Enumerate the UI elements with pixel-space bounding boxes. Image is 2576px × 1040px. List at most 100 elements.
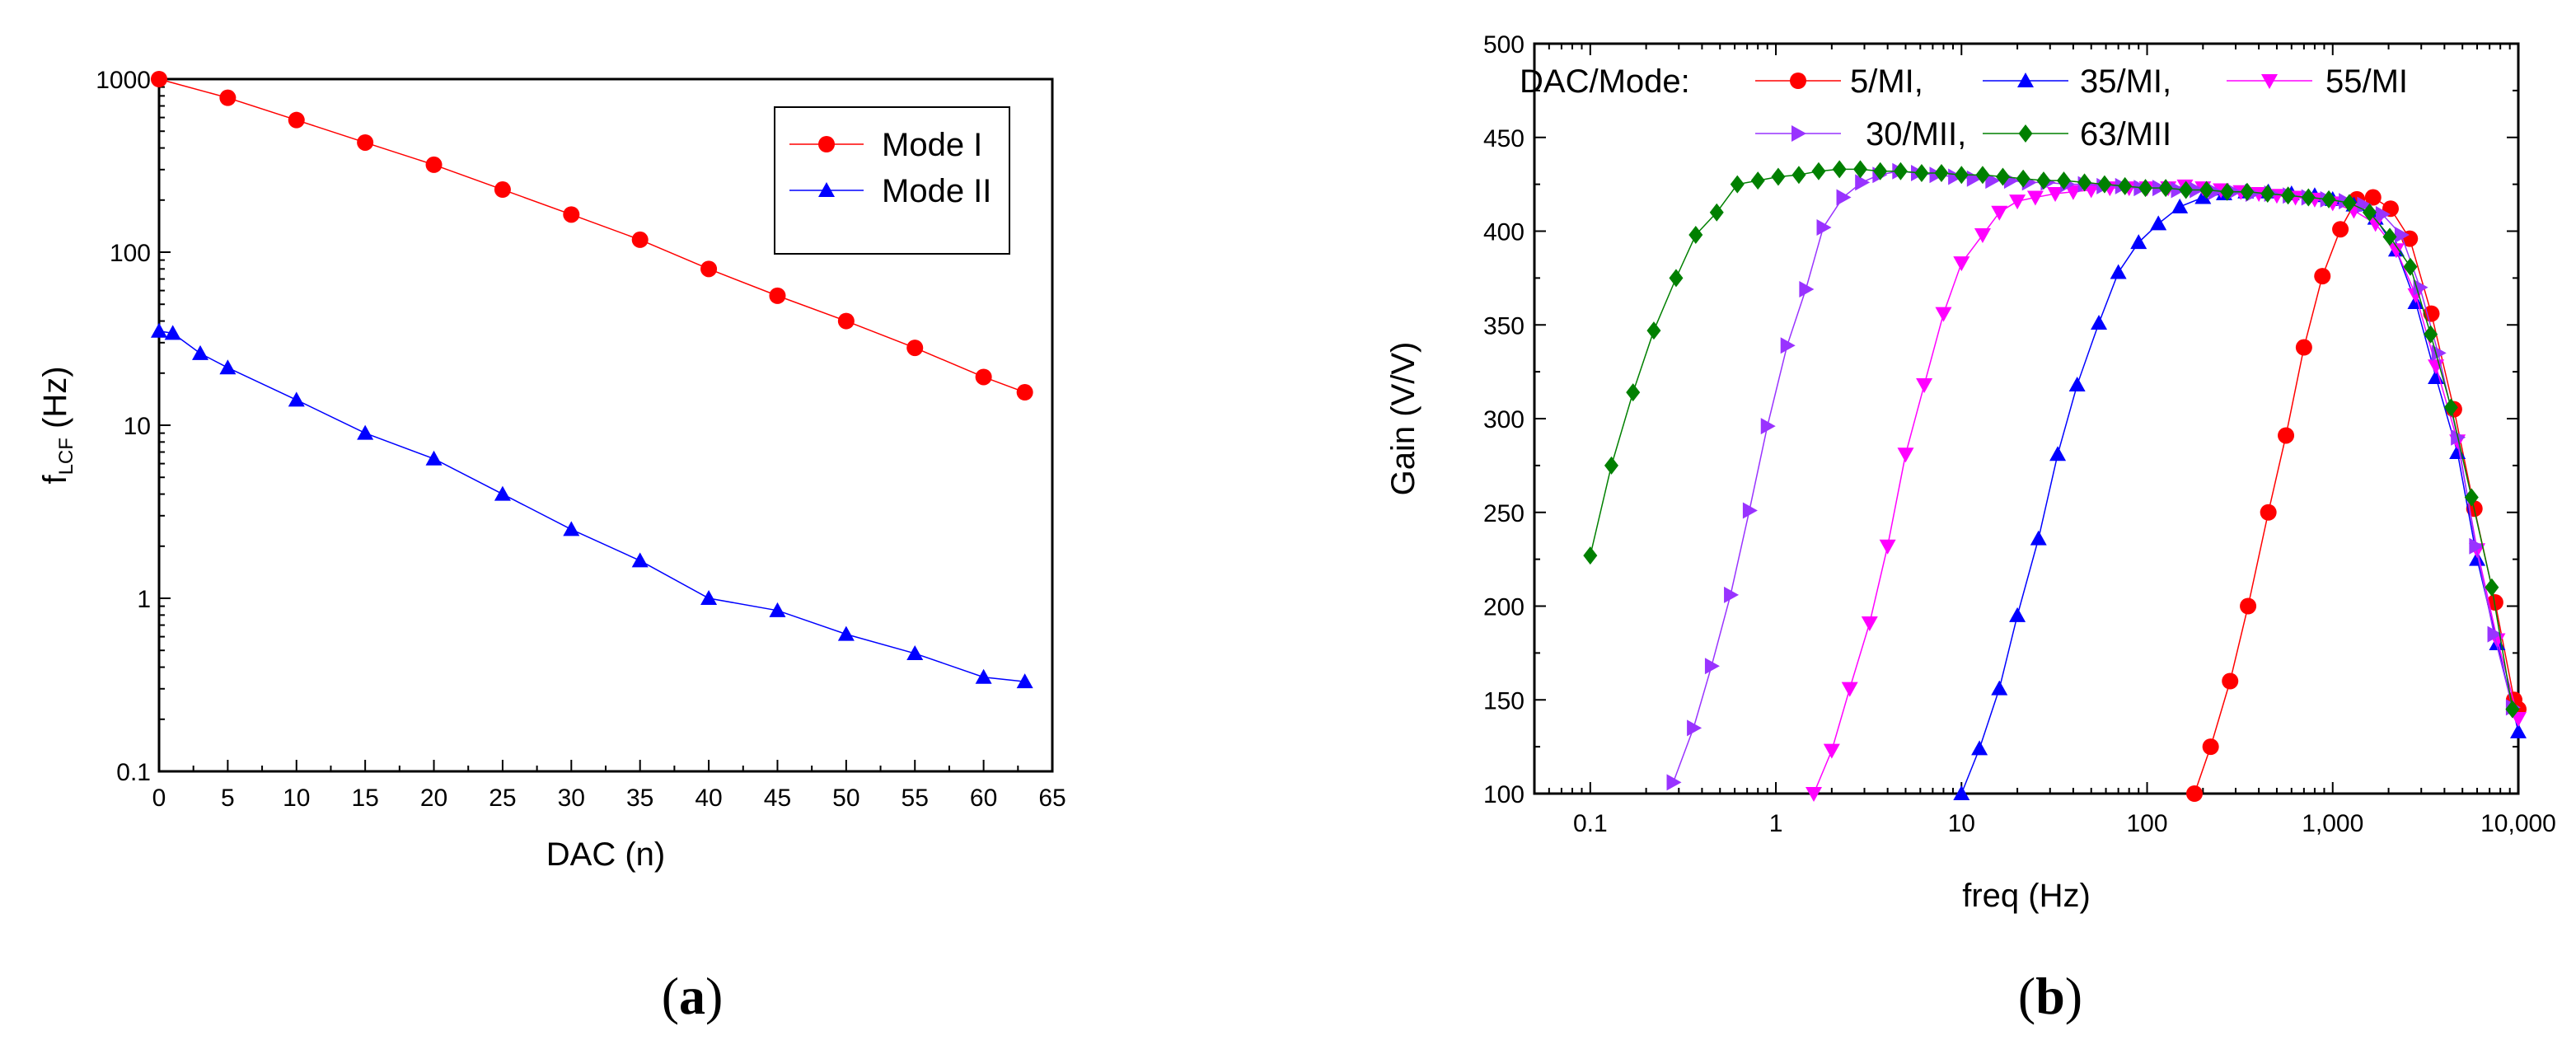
chart-b-plot-frame bbox=[1533, 42, 2520, 795]
chart-b-point-5 bbox=[2281, 186, 2296, 205]
chart-a-point-2 bbox=[192, 344, 209, 360]
chart-a-x-axis-label: DAC (n) bbox=[546, 836, 665, 873]
chart-b-point-4 bbox=[2171, 181, 2186, 199]
chart-a-y-tick-label: 1 bbox=[137, 586, 151, 613]
chart-a-y-axis-label: fLCF (Hz) bbox=[37, 366, 77, 484]
caption-b-open: ( bbox=[2018, 967, 2035, 1025]
chart-a-point-2 bbox=[837, 625, 855, 641]
chart-a-y-tick-label: 10 bbox=[124, 413, 151, 440]
chart-a-point-1 bbox=[700, 260, 718, 278]
chart-b-legend-marker bbox=[1790, 73, 1806, 89]
chart-b-point-2 bbox=[2510, 723, 2527, 738]
chart-b-point-5 bbox=[1791, 166, 1806, 185]
chart-b-legend-label: 35/MI, bbox=[2080, 63, 2171, 100]
chart-b-point-2 bbox=[2068, 377, 2086, 392]
chart-b-point-3 bbox=[2047, 187, 2064, 202]
chart-b-point-5 bbox=[1646, 321, 1661, 340]
chart-a: 0 5 10 15 20 25 30 35 40 45 50 55 60 650.11101001000 … bbox=[37, 67, 1066, 1025]
caption-a-letter: a bbox=[679, 967, 705, 1025]
chart-a-point-1 bbox=[975, 368, 992, 386]
chart-b-y-tick-label: 400 bbox=[1483, 219, 1525, 246]
chart-b-point-3 bbox=[1953, 256, 1970, 272]
chart-a-point-2 bbox=[357, 424, 374, 440]
caption-b-letter: b bbox=[2035, 967, 2065, 1025]
chart-b-y-tick-label: 500 bbox=[1483, 31, 1525, 59]
chart-a-y-axis-label-unit: (Hz) bbox=[37, 366, 73, 438]
chart-b-ticks: 100 150 200 250 300 350 400 450 500 0.1 1 10 100 1,00… bbox=[1483, 31, 2556, 837]
chart-a-point-2 bbox=[164, 325, 181, 340]
chart-b-legend-label: 5/MI, bbox=[1850, 63, 1923, 100]
chart-b-point-3 bbox=[1991, 205, 2008, 221]
chart-a-point-1 bbox=[219, 89, 237, 106]
chart-b-point-4 bbox=[2208, 183, 2223, 200]
chart-b-point-1 bbox=[2202, 738, 2219, 756]
chart-b-point-5 bbox=[1626, 383, 1641, 402]
chart-b-point-2 bbox=[2194, 189, 2212, 204]
chart-a-series-line-1 bbox=[158, 78, 1025, 393]
chart-b-point-5 bbox=[1914, 163, 1929, 182]
chart-b-point-5 bbox=[2363, 203, 2377, 222]
chart-b-point-5 bbox=[2158, 179, 2173, 198]
chart-a-x-tick-label: 55 bbox=[902, 785, 929, 812]
chart-b-point-4 bbox=[1780, 337, 1796, 354]
chart-a-y-axis-label-sub: LCF bbox=[55, 438, 77, 475]
chart-b-point-5 bbox=[2301, 188, 2316, 207]
chart-b-x-tick-label: 0.1 bbox=[1573, 810, 1608, 837]
chart-b-point-4 bbox=[1666, 774, 1682, 791]
chart-a-point-2 bbox=[975, 668, 992, 684]
chart-b-series bbox=[1583, 160, 2527, 802]
chart-a-point-2 bbox=[1016, 673, 1033, 689]
chart-b-point-5 bbox=[2342, 194, 2357, 213]
chart-b-point-5 bbox=[1688, 226, 1703, 245]
chart-b-point-2 bbox=[1991, 680, 2008, 696]
chart-a-point-2 bbox=[425, 450, 443, 466]
chart-b-point-1 bbox=[2295, 339, 2312, 356]
caption-a-open: ( bbox=[662, 967, 679, 1025]
chart-b-point-5 bbox=[2443, 398, 2458, 417]
chart-a-x-tick-label: 50 bbox=[832, 785, 859, 812]
chart-b-point-5 bbox=[2138, 179, 2153, 198]
chart-a-point-2 bbox=[494, 485, 511, 501]
chart-a-series-line-2 bbox=[158, 330, 1025, 682]
chart-b-y-tick-label: 250 bbox=[1483, 500, 1525, 527]
chart-b-y-tick-label: 150 bbox=[1483, 687, 1525, 714]
chart-b-y-tick-label: 300 bbox=[1483, 406, 1525, 433]
chart-b-x-tick-label: 1 bbox=[1769, 810, 1783, 837]
chart-b-point-1 bbox=[2222, 672, 2239, 690]
chart-b-point-4 bbox=[1687, 719, 1703, 737]
chart-a-legend-items: Mode I Mode II bbox=[789, 127, 991, 209]
chart-b-point-5 bbox=[2382, 227, 2397, 246]
chart-b-point-5 bbox=[2485, 578, 2499, 597]
chart-a-x-tick-label: 20 bbox=[420, 785, 447, 812]
chart-b-point-1 bbox=[2332, 221, 2349, 238]
chart-b-point-1 bbox=[2423, 305, 2440, 322]
chart-b-point-4 bbox=[1799, 281, 1815, 298]
chart-b-point-3 bbox=[1823, 743, 1840, 759]
chart-b-legend-marker bbox=[1791, 125, 1806, 142]
chart-b-point-5 bbox=[2016, 169, 2030, 188]
chart-b-legend-label: 55/MI bbox=[2325, 63, 2408, 100]
chart-b-point-1 bbox=[2278, 427, 2295, 444]
chart-b-point-2 bbox=[2091, 314, 2108, 330]
chart-b-point-5 bbox=[1934, 163, 1949, 182]
chart-a-point-1 bbox=[563, 206, 580, 223]
chart-a-point-1 bbox=[906, 340, 924, 357]
chart-b-point-2 bbox=[2009, 607, 2026, 622]
chart-a-y-tick-label: 100 bbox=[110, 240, 151, 267]
chart-b-point-3 bbox=[1879, 539, 1896, 555]
chart-a-x-tick-label: 35 bbox=[626, 785, 653, 812]
chart-b-point-4 bbox=[2375, 206, 2391, 223]
chart-b-y-axis-label: Gain (V/V) bbox=[1385, 342, 1421, 496]
chart-b-point-4 bbox=[1724, 586, 1740, 603]
chart-b-point-5 bbox=[1832, 160, 1847, 179]
chart-a-point-2 bbox=[906, 644, 924, 660]
chart-b-y-tick-label: 200 bbox=[1483, 594, 1525, 621]
chart-b-point-1 bbox=[2364, 189, 2382, 206]
chart-b-point-5 bbox=[2199, 180, 2214, 199]
chart-b-point-2 bbox=[2150, 215, 2167, 231]
caption-a-close: ) bbox=[705, 967, 723, 1025]
chart-b-point-5 bbox=[1709, 203, 1724, 222]
chart-a-point-2 bbox=[219, 359, 237, 375]
chart-b-point-5 bbox=[2403, 257, 2418, 276]
